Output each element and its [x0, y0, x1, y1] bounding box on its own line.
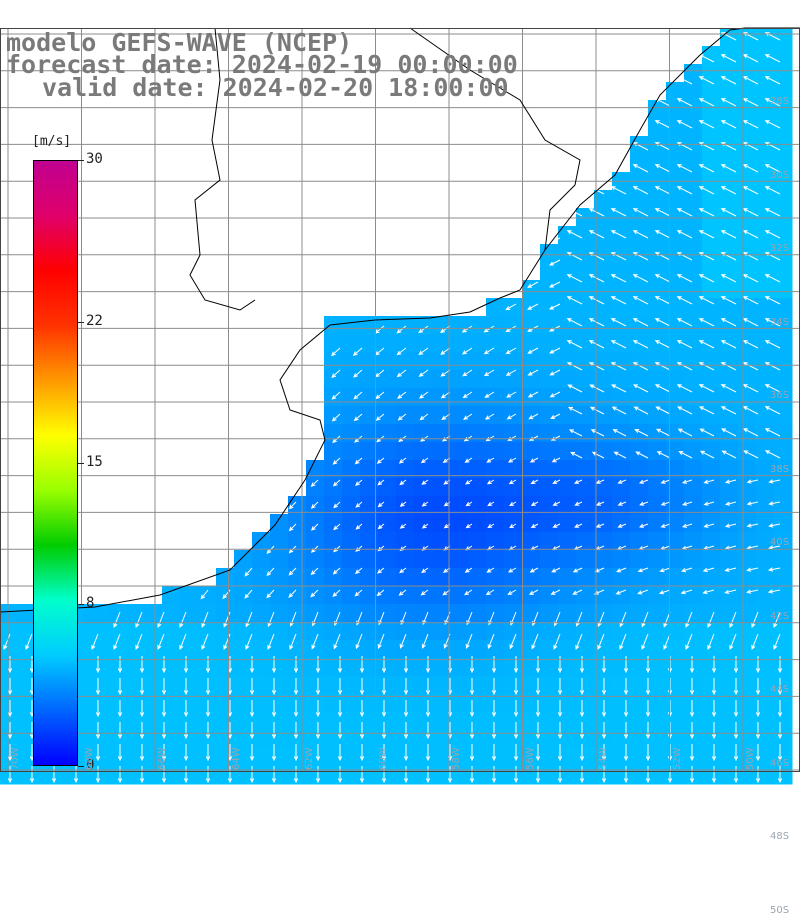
- latitude-label: 46S: [770, 757, 790, 769]
- wind-arrows: [3, 32, 783, 784]
- country-border-east: [409, 27, 581, 251]
- colorbar-tick-label: 15: [86, 454, 103, 470]
- latitude-label: 32S: [770, 243, 790, 254]
- coastline: [0, 27, 800, 613]
- longitude-label: 50W: [745, 747, 756, 770]
- model-title: modelo GEFS-WAVE (NCEP): [6, 28, 353, 57]
- colorbar-tick: [78, 160, 84, 161]
- colorbar-tick-label: 0: [86, 757, 95, 773]
- longitude-label: 70W: [10, 747, 21, 770]
- longitude-label: 52W: [671, 747, 683, 770]
- latitude-label: 44S: [770, 684, 790, 695]
- longitude-label: 62W: [304, 747, 315, 770]
- longitude-label: 68W: [83, 747, 95, 770]
- colorbar: [33, 160, 78, 766]
- lat-lon-grid: [0, 28, 800, 772]
- colorbar-tick: [78, 766, 84, 767]
- colorbar-tick: [78, 321, 84, 323]
- latitude-label: 38S: [770, 463, 790, 475]
- latitude-label: 40S: [770, 537, 790, 548]
- forecast-date: forecast date: 2024-02-19 00:00:00: [6, 50, 518, 79]
- country-border-west: [189, 27, 256, 311]
- ocean-cells: [0, 28, 793, 785]
- latitude-label: 30S: [770, 169, 790, 181]
- latitude-label: 42S: [770, 610, 790, 622]
- latitude-label: 36S: [770, 390, 790, 401]
- latitude-label: 28S: [770, 96, 790, 107]
- colorbar-tick-label: 8: [86, 595, 95, 612]
- longitude-label: 54W: [598, 747, 609, 770]
- latitude-label: 50S: [770, 904, 790, 916]
- longitude-label: 58W: [451, 747, 462, 770]
- latitude-label: 34S: [770, 316, 790, 328]
- colorbar-tick-label: 30: [86, 151, 103, 167]
- colorbar-unit: [m/s]: [32, 134, 72, 149]
- latitude-label: 48S: [770, 831, 790, 842]
- colorbar-tick-label: 22: [86, 312, 103, 329]
- colorbar-tick: [78, 463, 84, 464]
- valid-date: valid date: 2024-02-20 18:00:00: [42, 73, 509, 102]
- longitude-label: 60W: [377, 747, 389, 770]
- longitude-label: 66W: [157, 747, 168, 770]
- longitude-label: 64W: [230, 747, 242, 770]
- longitude-label: 56W: [524, 747, 536, 770]
- wind-map: [0, 27, 800, 785]
- map-canvas: [0, 27, 800, 785]
- colorbar-tick: [78, 604, 84, 606]
